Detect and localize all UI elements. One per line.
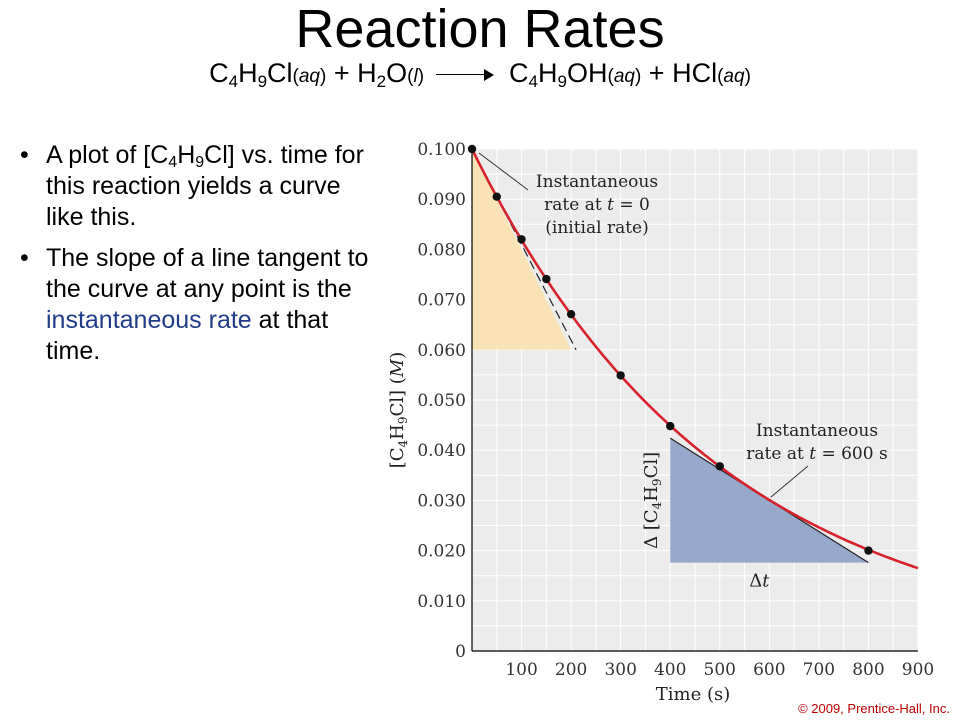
y-axis-label: [C4​H9​Cl] (M) [387, 352, 410, 469]
x-tick-label: 300 [604, 660, 636, 680]
annotation-initial-rate: (initial rate) [545, 218, 649, 238]
reaction-equation: C4H9Cl(aq) + H2O(l) C4H9OH(aq) + HCl(aq) [209, 58, 751, 91]
annotation-text: rate at [544, 195, 607, 215]
subscript: 4 [396, 439, 410, 447]
annotation-initial-rate: Instantaneous [536, 172, 658, 192]
x-tick-label: 500 [704, 660, 736, 680]
annotation-rate-600s: Instantaneous [756, 421, 878, 441]
annotation-text: = 0 [614, 195, 650, 215]
bullet-item: The slope of a line tangent to the curve… [12, 243, 372, 367]
y-tick-label: 0.070 [417, 291, 466, 311]
y-tick-label: 0.040 [417, 441, 466, 461]
y-tick-label: 0.020 [417, 542, 466, 562]
data-point [715, 462, 724, 471]
initial-tangent-line [471, 148, 577, 351]
x-axis-label: Time (s) [656, 684, 731, 705]
subscript: 9 [650, 478, 664, 486]
reaction-arrow-icon [435, 68, 494, 82]
y-tick-label: 0.080 [417, 240, 466, 260]
annotation-variable: t [607, 195, 614, 215]
slide-title: Reaction Rates [295, 0, 665, 59]
annotation-variable: t [809, 444, 816, 464]
subscript: 9 [396, 416, 410, 424]
data-point [517, 235, 526, 244]
y-tick-label: 0.050 [417, 391, 466, 411]
formula-text: H [641, 486, 662, 502]
y-tick-label: 0.010 [417, 592, 466, 612]
data-point [864, 546, 873, 555]
data-point [666, 421, 675, 431]
y-tick-label: 0.100 [417, 140, 466, 160]
y-tick-label: 0 [455, 642, 466, 662]
formula-text: H [387, 424, 408, 440]
subscript: 4 [650, 501, 664, 509]
data-point [566, 309, 576, 319]
delta-concentration-label: Δ [C4​H9​Cl] [641, 452, 664, 549]
x-tick-label: 800 [852, 660, 884, 680]
x-tick-label: 400 [654, 660, 686, 680]
x-tick-label: 100 [505, 660, 537, 680]
y-tick-label: 0.030 [417, 491, 466, 511]
delta-symbol: Δ [749, 571, 762, 592]
x-tick-label: 700 [803, 660, 835, 680]
formula-text: ) [387, 352, 408, 359]
delta-time-label: Δt [749, 571, 770, 592]
annotation-rate-600s: rate at t = 600 s [746, 444, 887, 464]
formula-text: [C [387, 447, 408, 468]
annotation-pointer-initial [478, 152, 529, 191]
delta-variable: t [762, 571, 770, 592]
y-tick-label: 0.060 [417, 341, 466, 361]
y-tick-label: 0.090 [417, 190, 466, 210]
data-point [616, 371, 625, 380]
formula-text: Δ [C [641, 509, 662, 549]
formula-text: Cl] [641, 452, 662, 479]
annotation-text: = 600 s [816, 444, 888, 464]
bullet-list: A plot of [C4H9Cl] vs. time for this rea… [12, 140, 372, 377]
annotation-pointer-600s [770, 465, 809, 498]
data-point [492, 192, 501, 201]
data-point [467, 144, 477, 154]
x-tick-label: 600 [753, 660, 785, 680]
x-tick-label: 900 [902, 660, 934, 680]
x-tick-label: 200 [555, 660, 587, 680]
annotation-text: rate at [746, 444, 809, 464]
annotation-initial-rate: rate at t = 0 [544, 195, 650, 215]
copyright-notice: © 2009, Prentice-Hall, Inc. [798, 701, 950, 716]
highlight-term: instantaneous rate [46, 306, 252, 334]
data-point [542, 274, 551, 284]
formula-text: Cl] ( [387, 377, 408, 416]
unit-symbol: M [387, 358, 408, 378]
bullet-item: A plot of [C4H9Cl] vs. time for this rea… [12, 140, 372, 233]
